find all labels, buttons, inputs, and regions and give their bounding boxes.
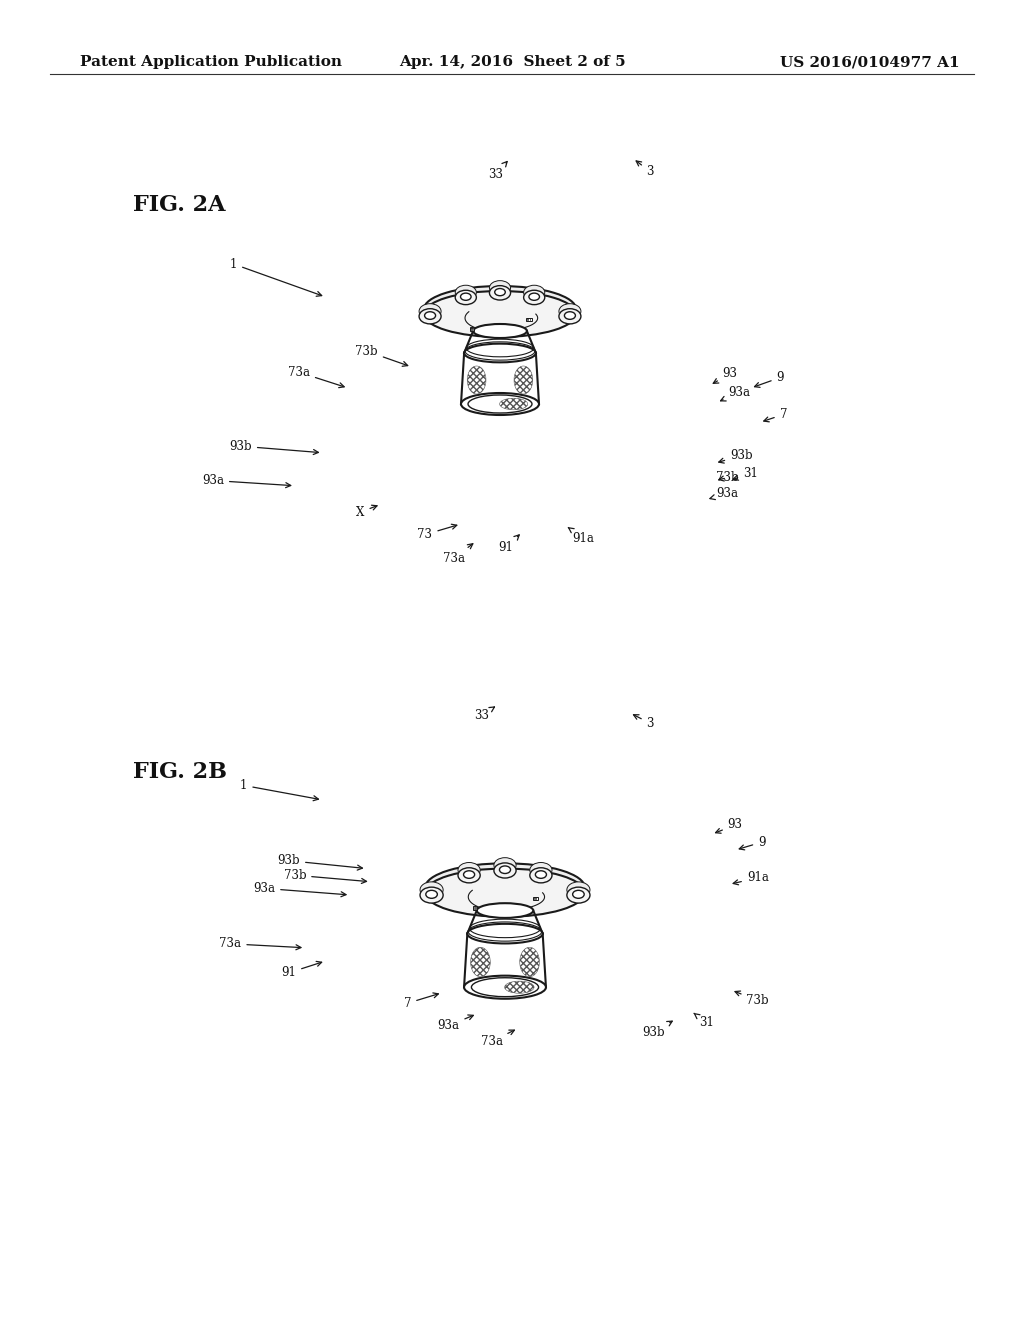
Ellipse shape bbox=[529, 293, 540, 301]
Ellipse shape bbox=[567, 882, 590, 898]
Ellipse shape bbox=[458, 867, 480, 883]
Ellipse shape bbox=[424, 286, 575, 333]
Text: 93b: 93b bbox=[719, 449, 753, 463]
Ellipse shape bbox=[559, 309, 581, 323]
Text: 1: 1 bbox=[229, 257, 322, 296]
Text: 1: 1 bbox=[240, 779, 318, 801]
Ellipse shape bbox=[425, 312, 435, 319]
Text: 73a: 73a bbox=[480, 1030, 514, 1048]
Text: FIG. 2B: FIG. 2B bbox=[133, 762, 227, 783]
Bar bbox=[470, 327, 473, 330]
Ellipse shape bbox=[468, 395, 532, 413]
Ellipse shape bbox=[523, 285, 545, 300]
Ellipse shape bbox=[514, 366, 532, 393]
Text: US 2016/0104977 A1: US 2016/0104977 A1 bbox=[780, 55, 961, 69]
Ellipse shape bbox=[489, 285, 511, 300]
Ellipse shape bbox=[426, 890, 437, 899]
Ellipse shape bbox=[419, 304, 441, 319]
Text: 73b: 73b bbox=[284, 869, 367, 883]
Ellipse shape bbox=[520, 948, 540, 977]
Ellipse shape bbox=[572, 890, 584, 899]
Ellipse shape bbox=[495, 289, 505, 296]
Ellipse shape bbox=[456, 290, 476, 305]
Text: 93b: 93b bbox=[642, 1022, 672, 1039]
Text: 3: 3 bbox=[634, 714, 654, 730]
Ellipse shape bbox=[424, 290, 575, 337]
Text: 93a: 93a bbox=[253, 882, 346, 896]
Text: X: X bbox=[356, 506, 377, 519]
Bar bbox=[526, 318, 531, 321]
Ellipse shape bbox=[567, 887, 590, 903]
Text: 93a: 93a bbox=[437, 1015, 473, 1032]
Ellipse shape bbox=[456, 285, 476, 300]
Ellipse shape bbox=[500, 399, 527, 409]
Text: 93a: 93a bbox=[202, 474, 291, 487]
Ellipse shape bbox=[500, 866, 511, 874]
Text: 33: 33 bbox=[474, 708, 495, 722]
Ellipse shape bbox=[420, 887, 443, 903]
Text: 31: 31 bbox=[733, 467, 758, 480]
Text: 73: 73 bbox=[418, 524, 457, 541]
Ellipse shape bbox=[425, 863, 585, 912]
Text: 7: 7 bbox=[764, 408, 787, 422]
Bar bbox=[473, 907, 477, 909]
Text: Apr. 14, 2016  Sheet 2 of 5: Apr. 14, 2016 Sheet 2 of 5 bbox=[398, 55, 626, 69]
Ellipse shape bbox=[425, 869, 585, 917]
Ellipse shape bbox=[505, 981, 535, 993]
Text: 91a: 91a bbox=[568, 528, 595, 545]
Text: 9: 9 bbox=[739, 836, 766, 850]
Ellipse shape bbox=[467, 366, 486, 393]
Text: 31: 31 bbox=[694, 1014, 714, 1030]
Text: 93: 93 bbox=[716, 818, 742, 833]
Ellipse shape bbox=[473, 323, 527, 338]
Text: 73a: 73a bbox=[288, 366, 344, 388]
Text: FIG. 2A: FIG. 2A bbox=[133, 194, 225, 215]
Text: 91: 91 bbox=[499, 535, 519, 554]
Text: 93a: 93a bbox=[721, 385, 751, 401]
Text: 73a: 73a bbox=[442, 544, 473, 565]
Ellipse shape bbox=[523, 290, 545, 305]
Ellipse shape bbox=[559, 304, 581, 319]
Ellipse shape bbox=[458, 862, 480, 878]
Ellipse shape bbox=[467, 924, 543, 944]
Text: 9: 9 bbox=[755, 371, 784, 387]
Text: 73b: 73b bbox=[716, 471, 738, 484]
Ellipse shape bbox=[464, 871, 475, 878]
Text: 7: 7 bbox=[403, 993, 438, 1010]
Ellipse shape bbox=[461, 293, 471, 301]
Ellipse shape bbox=[564, 312, 575, 319]
Text: 33: 33 bbox=[488, 161, 507, 181]
Ellipse shape bbox=[529, 867, 552, 883]
Text: 93b: 93b bbox=[229, 440, 318, 454]
Ellipse shape bbox=[494, 863, 516, 878]
Ellipse shape bbox=[420, 882, 443, 898]
Bar bbox=[532, 896, 539, 900]
Text: 93b: 93b bbox=[278, 854, 362, 870]
Ellipse shape bbox=[494, 858, 516, 873]
Text: 73b: 73b bbox=[355, 345, 408, 366]
Text: 91: 91 bbox=[282, 961, 322, 979]
Ellipse shape bbox=[464, 975, 546, 999]
Text: 73b: 73b bbox=[735, 991, 769, 1007]
Ellipse shape bbox=[477, 903, 534, 917]
Ellipse shape bbox=[529, 862, 552, 878]
Text: 3: 3 bbox=[636, 161, 654, 178]
Text: 93: 93 bbox=[714, 367, 737, 383]
Ellipse shape bbox=[419, 309, 441, 323]
Ellipse shape bbox=[489, 281, 511, 296]
Ellipse shape bbox=[464, 343, 536, 363]
Text: 73a: 73a bbox=[219, 937, 301, 950]
Ellipse shape bbox=[471, 978, 539, 997]
Ellipse shape bbox=[471, 948, 490, 977]
Ellipse shape bbox=[536, 871, 547, 878]
Text: Patent Application Publication: Patent Application Publication bbox=[80, 55, 342, 69]
Text: 91a: 91a bbox=[733, 871, 769, 884]
Ellipse shape bbox=[461, 393, 539, 414]
Text: 93a: 93a bbox=[710, 487, 738, 500]
